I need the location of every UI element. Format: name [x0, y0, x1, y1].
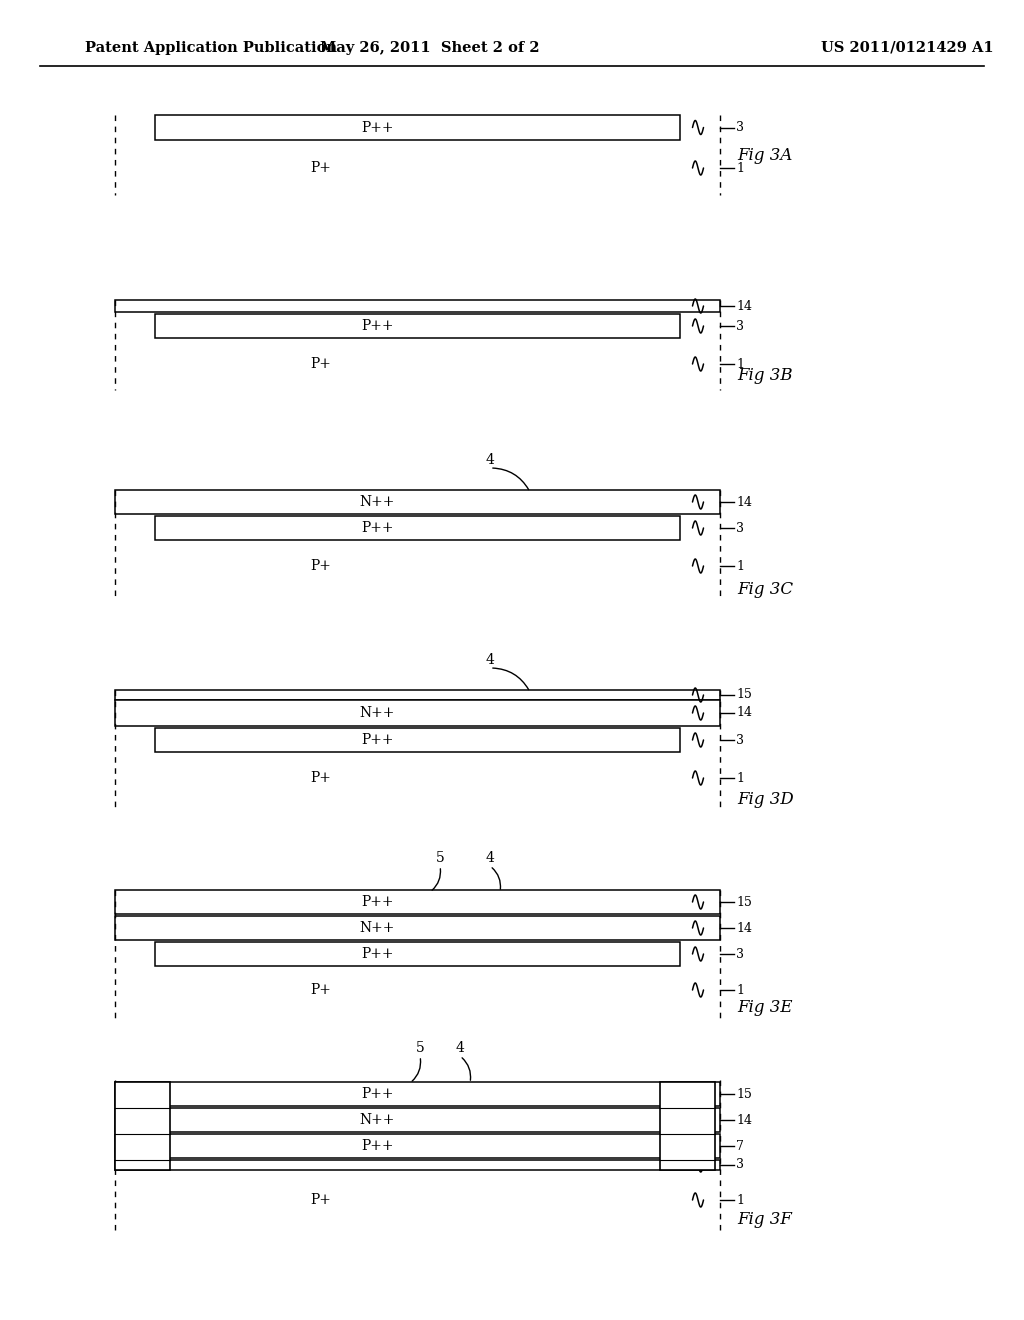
Text: P++: P++	[361, 521, 394, 535]
Text: 15: 15	[736, 895, 752, 908]
Text: P+: P+	[310, 161, 331, 176]
Text: Fig 3F: Fig 3F	[737, 1212, 793, 1229]
Text: 7: 7	[736, 1139, 743, 1152]
Bar	[115, 490, 720, 513]
Text: 3: 3	[736, 121, 744, 135]
Text: 4: 4	[485, 851, 495, 865]
Text: N++: N++	[359, 706, 395, 719]
Bar	[115, 1082, 170, 1170]
Bar	[115, 300, 720, 312]
Bar	[115, 1134, 720, 1158]
Text: 5: 5	[435, 851, 444, 865]
Text: Fig 3B: Fig 3B	[737, 367, 793, 384]
Text: 3: 3	[736, 1159, 744, 1172]
Text: P++: P++	[361, 946, 394, 961]
Text: P++: P++	[361, 733, 394, 747]
Text: 3: 3	[736, 319, 744, 333]
Text: 4: 4	[485, 653, 495, 667]
Text: 4: 4	[456, 1041, 465, 1055]
Text: 1: 1	[736, 560, 744, 573]
Text: 5: 5	[416, 1041, 424, 1055]
Text: N++: N++	[359, 495, 395, 510]
Text: 3: 3	[736, 734, 744, 747]
Bar	[660, 1082, 715, 1170]
Text: 15: 15	[736, 1088, 752, 1101]
Text: P++: P++	[361, 1086, 394, 1101]
Text: Patent Application Publication: Patent Application Publication	[85, 41, 337, 54]
Bar	[155, 314, 680, 338]
Bar	[155, 729, 680, 752]
Bar	[115, 700, 720, 726]
Bar	[115, 916, 720, 940]
Text: 3: 3	[736, 521, 744, 535]
Text: Fig 3E: Fig 3E	[737, 999, 793, 1016]
Text: 15: 15	[736, 689, 752, 701]
Bar	[115, 1160, 720, 1170]
Text: P++: P++	[361, 895, 394, 909]
Text: Fig 3D: Fig 3D	[737, 792, 794, 808]
Text: 14: 14	[736, 1114, 752, 1126]
Bar	[155, 516, 680, 540]
Text: P+: P+	[310, 558, 331, 573]
Text: 1: 1	[736, 1193, 744, 1206]
Text: 3: 3	[736, 948, 744, 961]
Text: May 26, 2011  Sheet 2 of 2: May 26, 2011 Sheet 2 of 2	[321, 41, 540, 54]
Text: 1: 1	[736, 161, 744, 174]
Text: Fig 3C: Fig 3C	[737, 582, 794, 598]
Text: P+: P+	[310, 983, 331, 997]
Text: P++: P++	[361, 120, 394, 135]
Text: N++: N++	[359, 1113, 395, 1127]
Bar	[115, 890, 720, 913]
Text: P+: P+	[310, 356, 331, 371]
Text: P++: P++	[361, 319, 394, 333]
Text: 14: 14	[736, 495, 752, 508]
Text: 4: 4	[485, 453, 495, 467]
Text: P+: P+	[310, 771, 331, 785]
Text: 1: 1	[736, 983, 744, 997]
Text: 1: 1	[736, 358, 744, 371]
Text: 14: 14	[736, 921, 752, 935]
Text: US 2011/0121429 A1: US 2011/0121429 A1	[820, 41, 993, 54]
Bar	[155, 942, 680, 966]
Bar	[115, 690, 720, 700]
Bar	[115, 1107, 720, 1133]
Bar	[155, 115, 680, 140]
Text: P+: P+	[310, 1193, 331, 1206]
Text: 1: 1	[736, 771, 744, 784]
Bar	[115, 1082, 720, 1106]
Text: 14: 14	[736, 300, 752, 313]
Text: P++: P++	[361, 1139, 394, 1152]
Text: N++: N++	[359, 921, 395, 935]
Text: Fig 3A: Fig 3A	[737, 147, 793, 164]
Text: 14: 14	[736, 706, 752, 719]
